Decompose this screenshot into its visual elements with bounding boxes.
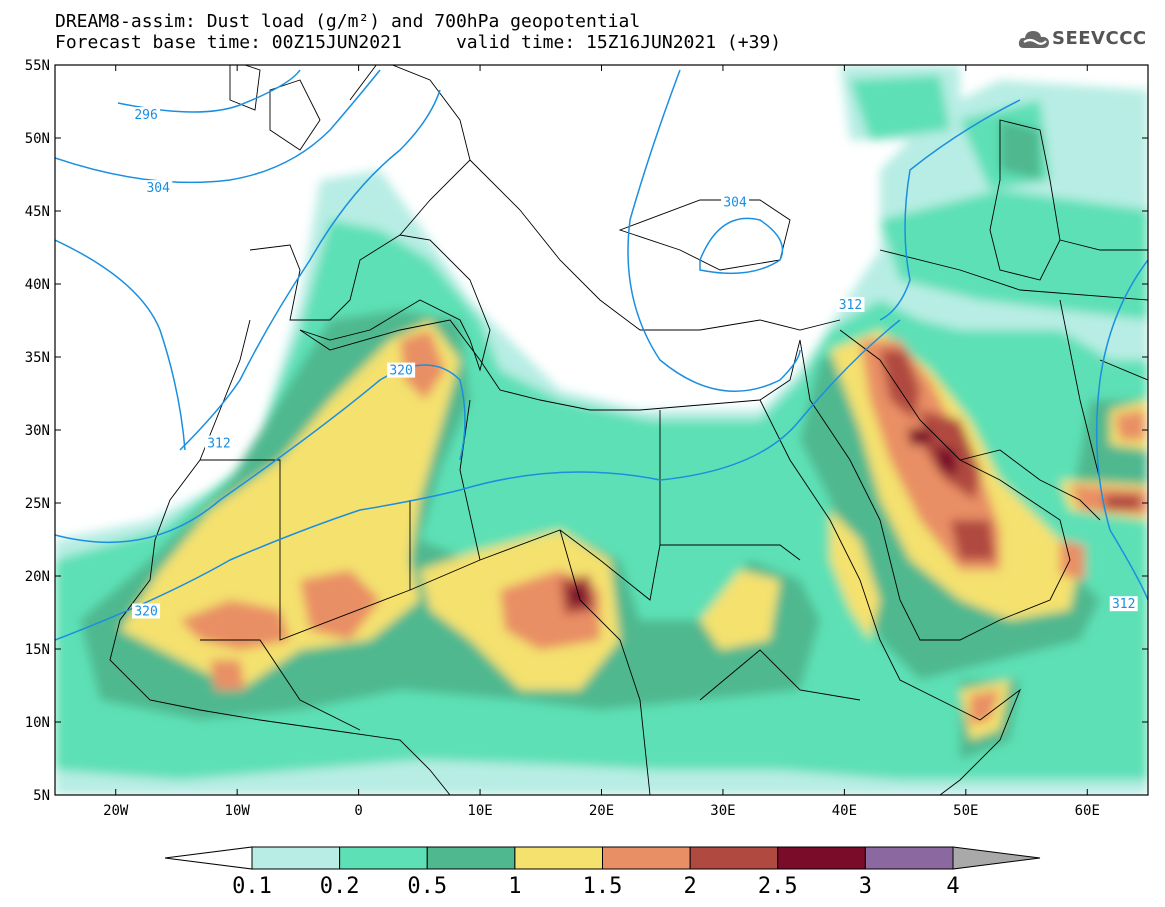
contour-label-bg — [144, 180, 173, 196]
lon-tick-label: 20W — [103, 803, 129, 819]
coastlines-borders — [109, 65, 1148, 795]
cloud-logo-icon — [1018, 31, 1049, 48]
contour-label: 320 — [134, 605, 157, 620]
colorbar-swatch — [251, 846, 341, 870]
seevccc-logo: SEEVCCC — [1018, 26, 1158, 54]
latitude-axis: 55N 50N 45N 40N 35N 30N 25N 20N 15N 10N 5N — [25, 58, 1148, 804]
contour-label: 312 — [1112, 597, 1135, 612]
contour-label: 312 — [839, 298, 862, 313]
contour-label-bg — [1109, 596, 1138, 612]
lon-tick-label: 0 — [354, 803, 362, 819]
colorbar-swatch — [864, 846, 954, 870]
colorbar: 0.1 0.2 0.5 1 1.5 2 2.5 3 4 — [164, 846, 1041, 899]
lat-tick-label: 35N — [25, 350, 50, 366]
contour-label: 320 — [389, 364, 412, 379]
lon-tick-label: 10E — [467, 803, 492, 819]
lat-tick-label: 20N — [25, 569, 50, 585]
contour-label-bg — [132, 107, 161, 123]
colorbar-label: 1 — [508, 874, 521, 899]
lat-tick-label: 15N — [25, 642, 50, 658]
map-title: DREAM8-assim: Dust load (g/m²) and 700hP… — [55, 11, 641, 32]
lon-tick-label: 50E — [953, 803, 978, 819]
colorbar-swatch — [689, 846, 779, 870]
lon-tick-label: 40E — [832, 803, 857, 819]
lat-tick-label: 30N — [25, 423, 50, 439]
dust-load-field — [55, 65, 1148, 795]
forecast-time-line: Forecast base time: 00Z15JUN2021 valid t… — [55, 32, 782, 53]
lat-tick-label: 45N — [25, 204, 50, 220]
colorbar-label: 4 — [946, 874, 959, 899]
colorbar-label: 1.5 — [583, 874, 623, 899]
contour-label-bg — [721, 194, 750, 210]
colorbar-swatch — [777, 846, 866, 870]
colorbar-over-triangle — [952, 846, 1041, 870]
colorbar-label: 2.5 — [758, 874, 798, 899]
contour-label-bg — [204, 435, 233, 451]
colorbar-under-triangle — [164, 846, 253, 870]
colorbar-swatch — [339, 846, 428, 870]
lat-tick-label: 10N — [25, 715, 50, 731]
colorbar-label: 0.5 — [407, 874, 447, 899]
lon-tick-label: 20E — [589, 803, 614, 819]
lat-tick-label: 50N — [25, 131, 50, 147]
colorbar-swatch — [426, 846, 516, 870]
lat-tick-label: 40N — [25, 277, 50, 293]
longitude-axis: 20W 10W 0 10E 20E 30E 40E 50E 60E — [103, 65, 1100, 819]
lon-tick-label: 60E — [1075, 803, 1100, 819]
contour-labels: 296 304 304 312 312 312 320 320 — [132, 107, 1138, 620]
lon-tick-label: 10W — [225, 803, 251, 819]
contour-label-bg — [387, 362, 416, 378]
contour-label-bg — [132, 603, 161, 619]
colorbar-swatch — [602, 846, 691, 870]
lat-tick-label: 55N — [25, 58, 50, 74]
colorbar-label: 0.2 — [320, 874, 360, 899]
geopotential-contours — [55, 69, 1148, 641]
logo-text: SEEVCCC — [1052, 28, 1147, 49]
contour-label: 296 — [134, 108, 157, 123]
lat-tick-label: 25N — [25, 496, 50, 512]
contour-label: 304 — [723, 196, 747, 211]
contour-label: 304 — [146, 181, 170, 196]
contour-label: 312 — [207, 437, 230, 452]
colorbar-swatch — [514, 846, 603, 870]
lon-tick-label: 30E — [710, 803, 735, 819]
colorbar-label: 2 — [684, 874, 697, 899]
lat-tick-label: 5N — [33, 788, 50, 804]
colorbar-label: 0.1 — [232, 874, 272, 899]
contour-label-bg — [836, 296, 865, 312]
colorbar-label: 3 — [859, 874, 872, 899]
